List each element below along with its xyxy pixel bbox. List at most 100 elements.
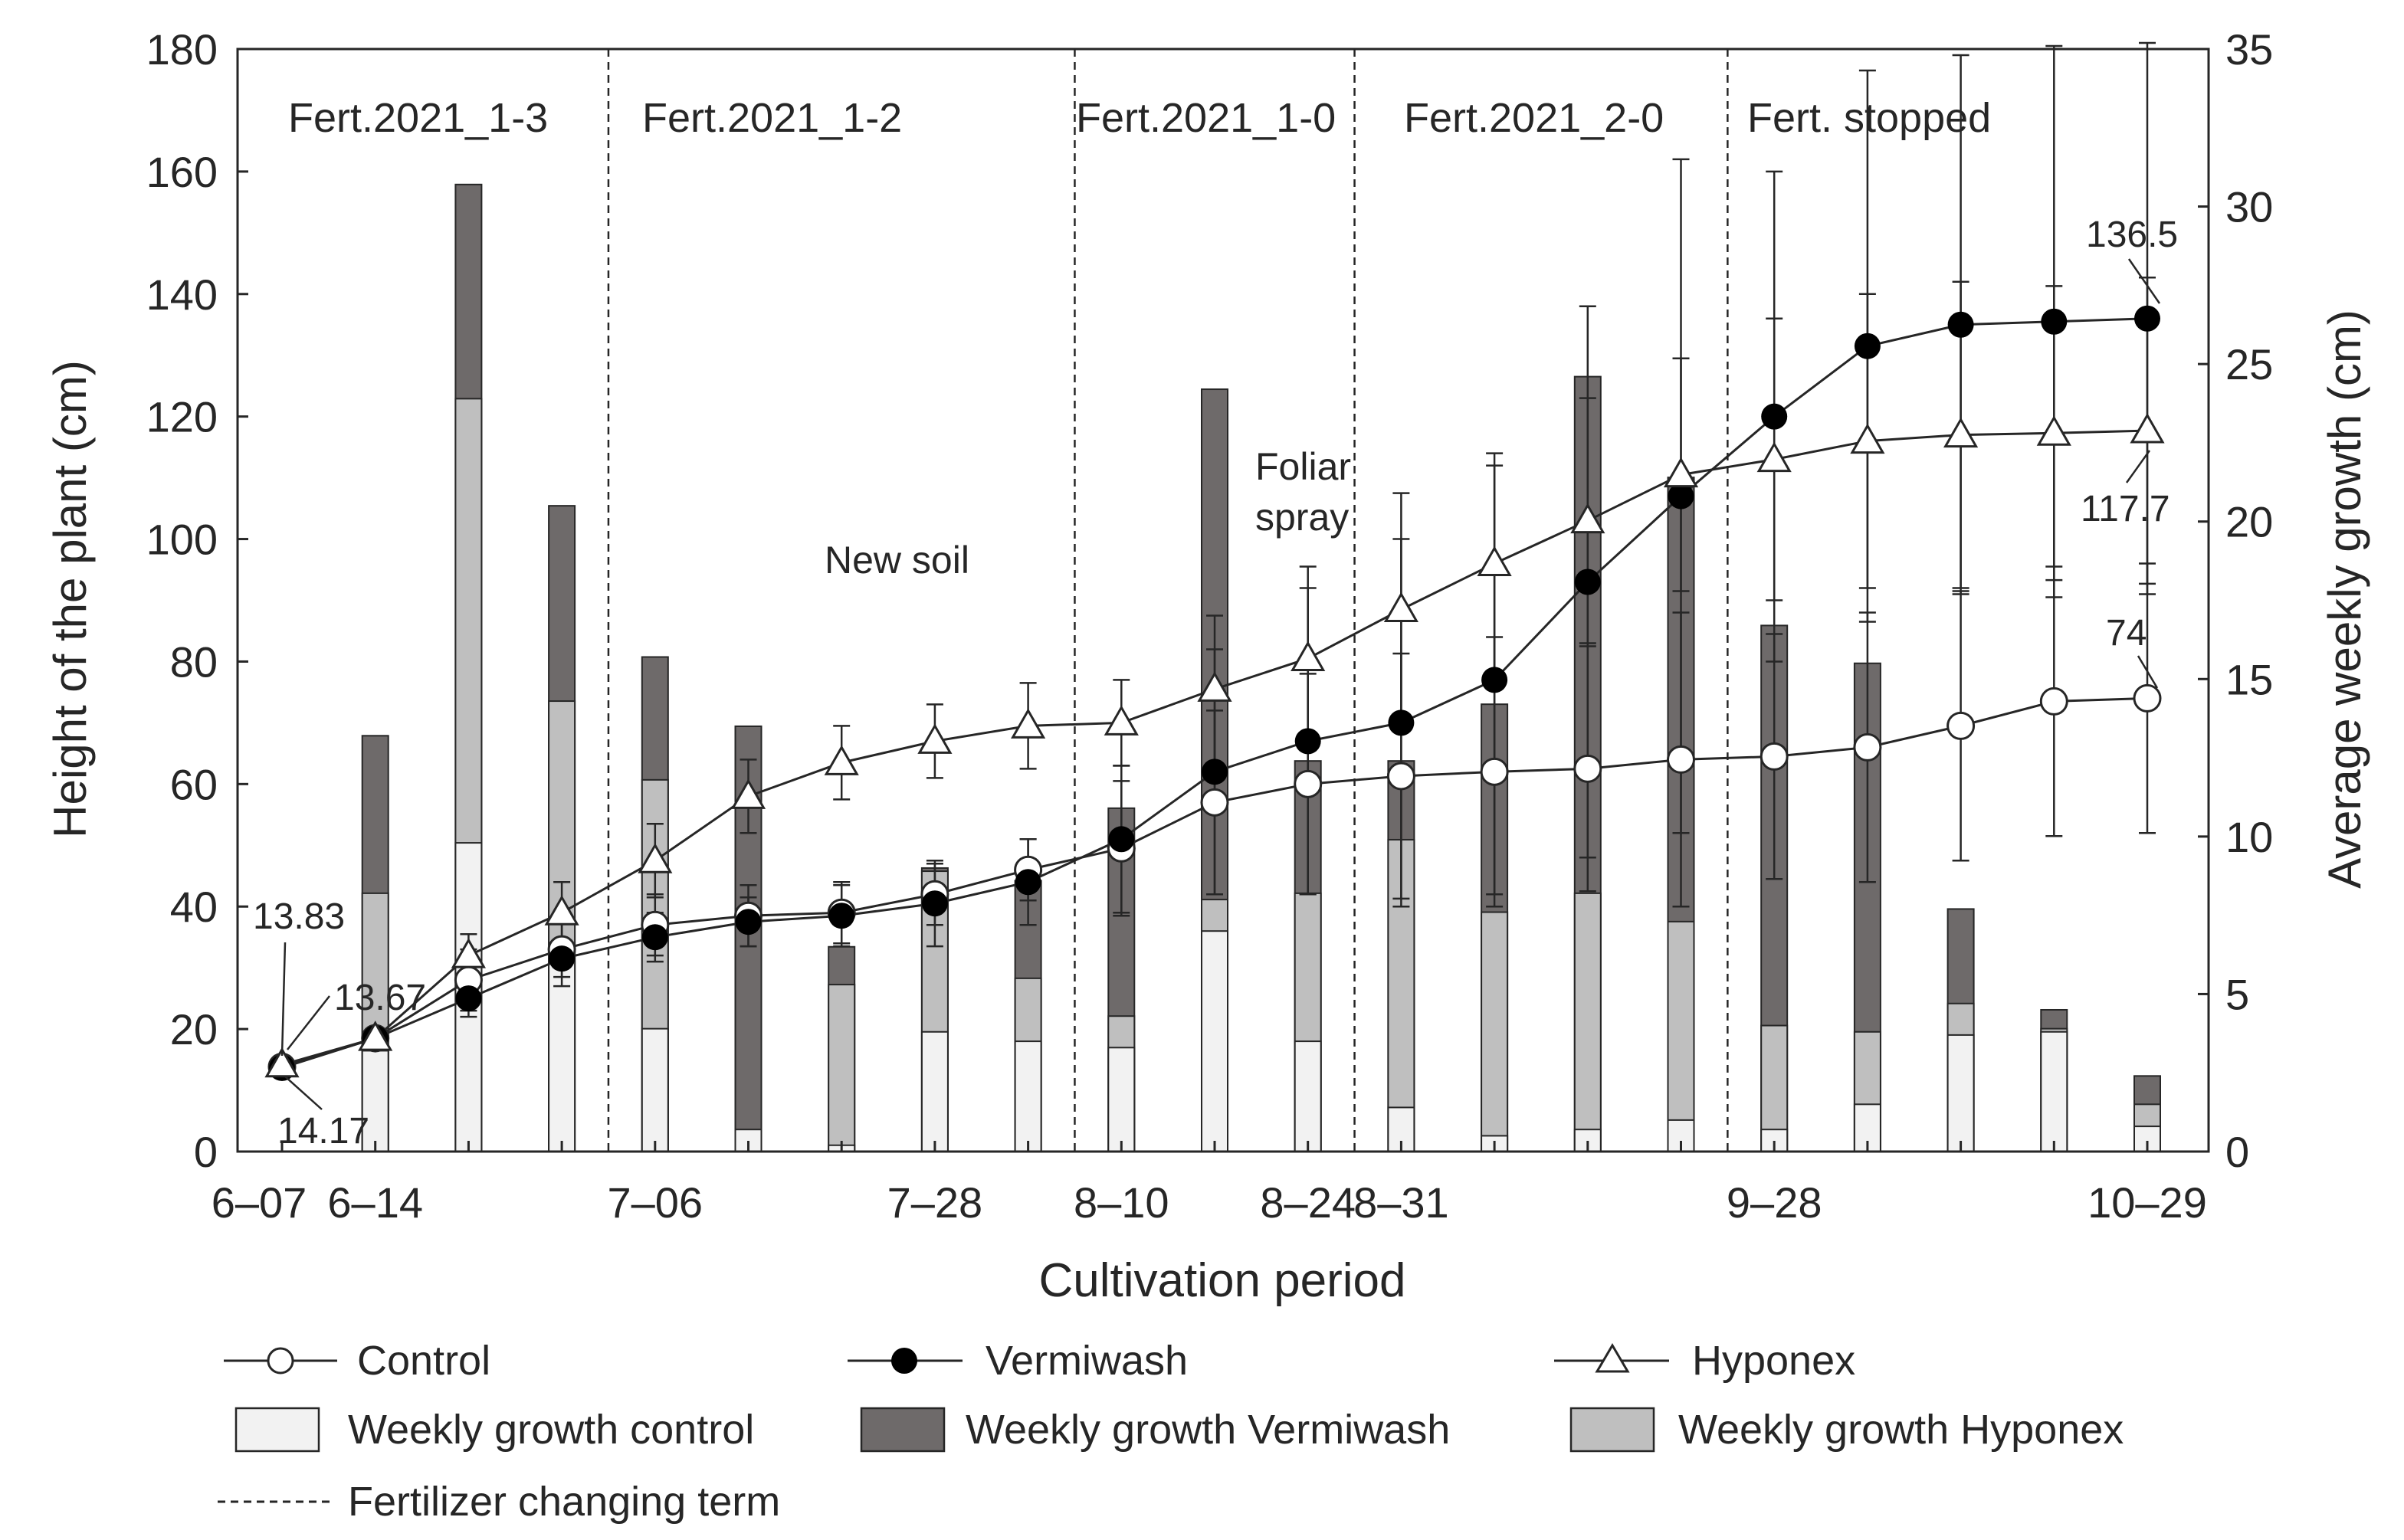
vermiwash-point <box>1574 568 1601 595</box>
legend-fert-label: Fertilizer changing term <box>348 1479 780 1525</box>
hyponex-point <box>2036 415 2071 446</box>
fert-term-label-5: Fert. stopped <box>1747 95 1991 141</box>
label-start-hyponex: 14.17 <box>277 1111 369 1152</box>
vermiwash-point <box>2041 308 2068 335</box>
weekly-growth-control-bar <box>1294 1040 1322 1152</box>
y-tick-label: 160 <box>146 148 218 196</box>
hyponex-point <box>1570 503 1605 534</box>
legend-vermiwash-label: Vermiwash <box>986 1338 1188 1384</box>
annotation-spray: spray <box>1255 496 1349 539</box>
hyponex-point <box>638 843 673 873</box>
y-tick-label: 180 <box>146 25 218 74</box>
vermiwash-point <box>1388 709 1415 736</box>
vermiwash-point <box>1947 311 1974 338</box>
hyponex-point <box>824 745 859 775</box>
leader-start-vermiwash <box>287 995 330 1050</box>
y2-tick-label: 25 <box>2225 340 2273 388</box>
y-axis-title: Height of the plant (cm) <box>44 360 96 838</box>
x-tick-label: 9–28 <box>1727 1178 1822 1227</box>
vermiwash-point <box>921 890 948 917</box>
leader-end-control <box>2137 655 2159 689</box>
x-tick-label: 7–06 <box>608 1178 703 1227</box>
hyponex-point <box>1104 705 1139 736</box>
hyponex-point <box>1197 671 1232 702</box>
fert-term-label-2: Fert.2021_1-2 <box>642 95 902 141</box>
height-markers <box>264 305 2165 1081</box>
hyponex-point <box>1663 457 1699 488</box>
legend-weekly-hyponex-label: Weekly growth Hyponex <box>1678 1407 2124 1453</box>
x-tick-label: 8–24 <box>1260 1178 1356 1227</box>
axis-ticks: 0 20 40 60 80 100 120 140 160 180 0 5 10 15 20 25 30 35 6–… <box>146 25 2274 1227</box>
control-point <box>2039 686 2068 716</box>
label-end-vermiwash: 136.5 <box>2086 215 2178 255</box>
vermiwash-point <box>1761 403 1788 430</box>
legend-control-marker <box>267 1347 294 1375</box>
control-point <box>1386 762 1415 791</box>
vermiwash-point <box>828 903 855 929</box>
hyponex-point <box>544 895 579 926</box>
control-point <box>1853 732 1882 762</box>
weekly-growth-hyponex-bar <box>1481 911 1509 1152</box>
hyponex-point <box>451 938 486 968</box>
fert-term-label-1: Fert.2021_1-3 <box>288 95 548 141</box>
x-tick-label: 10–29 <box>2088 1178 2207 1227</box>
y-tick-label: 60 <box>170 760 218 808</box>
hyponex-point <box>730 778 766 809</box>
vermiwash-point <box>1854 333 1881 359</box>
weekly-growth-control-bar <box>1201 930 1228 1152</box>
annotation-new-soil: New soil <box>825 539 969 582</box>
hyponex-point <box>1850 423 1885 454</box>
legend-hyponex-marker <box>1595 1343 1630 1373</box>
weekly-growth-bars <box>361 183 2161 1153</box>
x-tick-label: 6–14 <box>327 1178 423 1227</box>
label-start-control: 13.83 <box>253 896 345 937</box>
vermiwash-point <box>641 924 668 951</box>
error-bars <box>366 41 2156 1049</box>
y-tick-label: 80 <box>170 637 218 686</box>
label-end-hyponex: 117.7 <box>2081 489 2170 529</box>
plot-frame <box>236 48 2210 1153</box>
vermiwash-point <box>455 985 482 1012</box>
control-point <box>1667 745 1695 774</box>
weekly-growth-control-bar <box>2040 1030 2068 1153</box>
fertilizer-change-lines <box>607 49 1729 1152</box>
y2-tick-label: 30 <box>2225 183 2273 231</box>
y-tick-label: 0 <box>194 1128 218 1176</box>
vermiwash-point <box>1202 759 1228 785</box>
fert-term-label-3: Fert.2021_1-0 <box>1076 95 1336 141</box>
hyponex-point <box>358 1021 393 1051</box>
weekly-growth-control-bar <box>1107 1047 1136 1153</box>
vermiwash-point <box>735 909 762 935</box>
control-point <box>1946 711 1976 740</box>
leader-start-control <box>280 942 287 1057</box>
vermiwash-point <box>1294 728 1321 755</box>
legend-weekly-hyponex-swatch <box>1569 1407 1655 1453</box>
control-point <box>2133 683 2162 713</box>
legend-vermiwash-marker <box>891 1348 917 1374</box>
hyponex-point <box>1943 417 1979 448</box>
hyponex-point <box>1011 708 1046 739</box>
x-tick-label: 6–07 <box>212 1178 307 1227</box>
legend-weekly-vermiwash-swatch <box>860 1407 946 1453</box>
hyponex-point <box>2130 413 2165 444</box>
hyponex-point <box>917 723 953 754</box>
legend-control-label: Control <box>357 1338 490 1384</box>
x-tick-label: 8–31 <box>1353 1178 1449 1227</box>
y2-tick-label: 35 <box>2225 25 2273 74</box>
vermiwash-point <box>1668 483 1694 510</box>
label-end-control: 74 <box>2106 613 2147 654</box>
y-tick-label: 140 <box>146 270 218 319</box>
vermiwash-point <box>1481 667 1508 693</box>
control-point <box>1200 788 1229 817</box>
weekly-growth-control-bar <box>920 1030 949 1153</box>
x-tick-label: 8–10 <box>1074 1178 1169 1227</box>
hyponex-point <box>1291 641 1326 671</box>
hyponex-point <box>1383 591 1418 622</box>
y-tick-label: 120 <box>146 393 218 441</box>
y-tick-label: 100 <box>146 516 218 564</box>
vermiwash-point <box>2134 305 2160 332</box>
fert-term-label-4: Fert.2021_2-0 <box>1404 95 1664 141</box>
hyponex-point <box>1756 441 1792 473</box>
weekly-growth-hyponex-bar <box>828 984 856 1152</box>
